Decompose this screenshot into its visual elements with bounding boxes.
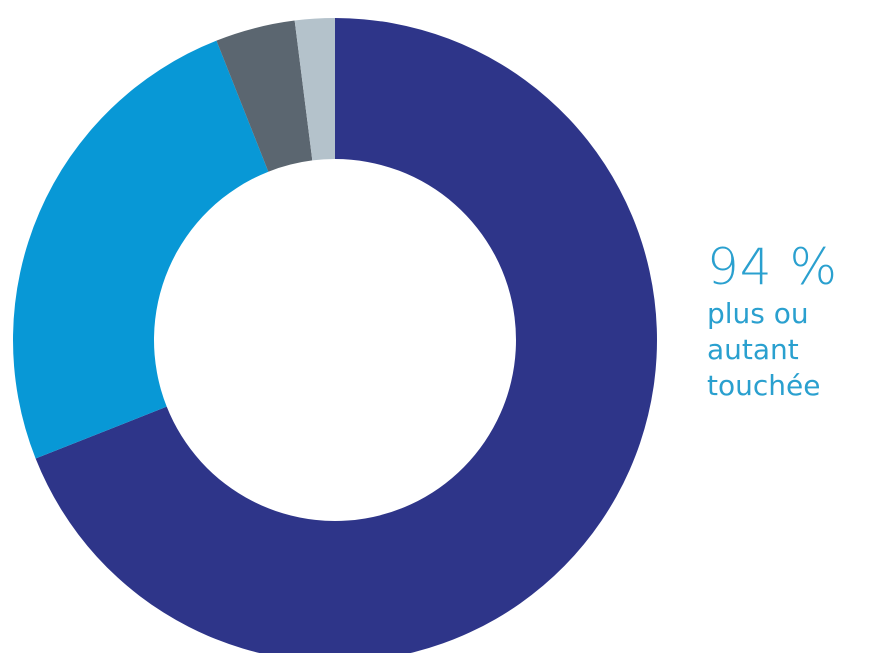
callout-line-2: autant: [707, 333, 799, 366]
donut-slice-3: [216, 20, 313, 172]
donut-slice-4: [294, 18, 335, 161]
callout-line-3: touchée: [707, 369, 821, 402]
callout-line-1: plus ou: [707, 297, 809, 330]
callout: 94 % plus ou autant touchée: [707, 238, 838, 404]
callout-value: 94 %: [707, 238, 839, 296]
callout-text: plus ou autant touchée: [707, 296, 838, 404]
donut-slice-1: [35, 18, 657, 653]
donut-slice-2: [12, 40, 269, 459]
